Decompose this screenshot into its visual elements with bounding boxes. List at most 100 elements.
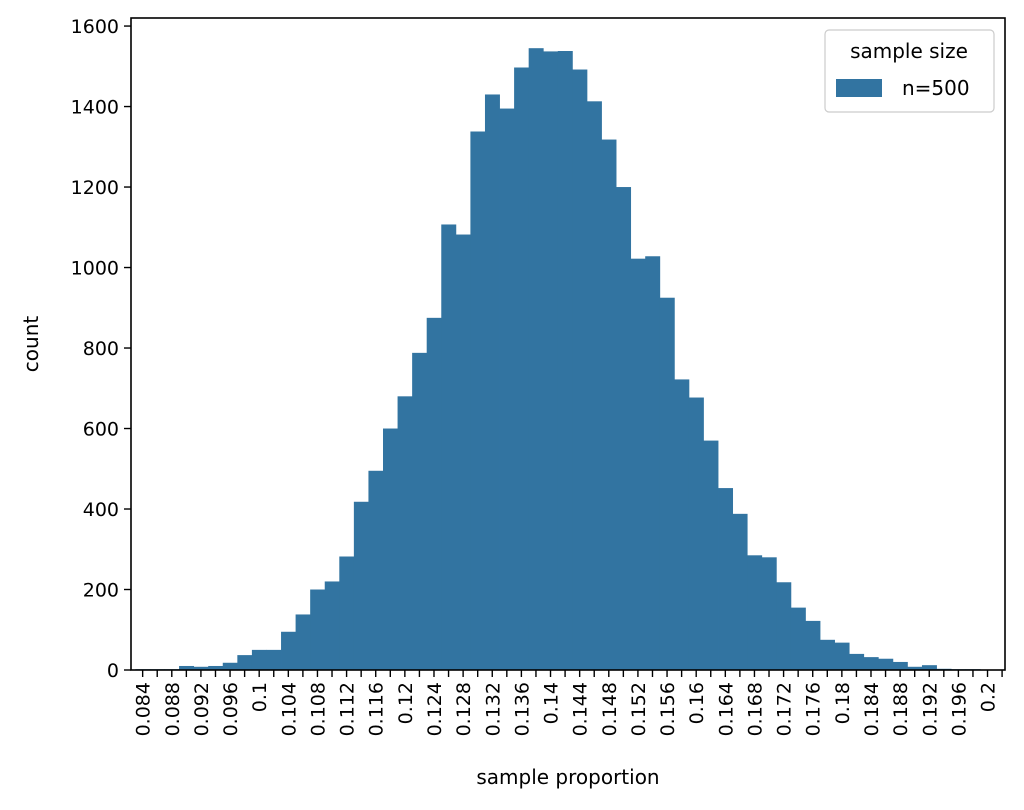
histogram-bar — [339, 556, 355, 670]
x-tick-label: 0.092 — [191, 682, 213, 736]
histogram-bar — [747, 555, 763, 670]
legend-swatch — [836, 79, 882, 97]
x-tick-label: 0.096 — [220, 682, 242, 736]
histogram-bar — [528, 48, 544, 670]
histogram-bar — [397, 396, 413, 670]
x-tick-label: 0.108 — [307, 682, 329, 736]
histogram-bar — [703, 440, 719, 670]
histogram-bar — [412, 352, 428, 670]
histogram-bar — [499, 108, 515, 670]
x-tick-label: 0.148 — [599, 682, 621, 736]
y-tick-label: 400 — [83, 499, 119, 521]
x-tick-label: 0.2 — [978, 682, 1000, 712]
x-axis-ticks: 0.084 0.088 0.092 0.096 0.1 0.104 0.108 0.112 0.… — [133, 670, 1003, 736]
histogram-bar — [878, 658, 894, 670]
histogram-bar — [892, 661, 908, 670]
y-tick-label: 600 — [83, 419, 119, 441]
x-tick-label: 0.168 — [744, 682, 766, 736]
y-tick-label: 800 — [83, 338, 119, 360]
y-tick-label: 1600 — [71, 16, 119, 38]
y-tick-label: 200 — [83, 580, 119, 602]
histogram-bar — [543, 51, 559, 670]
histogram-bar — [732, 513, 748, 670]
x-tick-label: 0.188 — [890, 682, 912, 736]
histogram-bar — [251, 649, 267, 670]
histogram-bar — [484, 94, 500, 671]
x-tick-label: 0.156 — [657, 682, 679, 736]
x-tick-label: 0.184 — [861, 682, 883, 736]
x-tick-label: 0.152 — [628, 682, 650, 736]
histogram-bar — [353, 501, 369, 670]
histogram-bar — [266, 649, 282, 670]
histogram-bar — [572, 69, 588, 670]
histogram-bar — [237, 655, 253, 670]
x-tick-label: 0.12 — [395, 682, 417, 724]
histogram-bar — [907, 666, 923, 670]
x-tick-label: 0.144 — [570, 682, 592, 736]
x-tick-label: 0.18 — [832, 682, 854, 724]
x-tick-label: 0.112 — [337, 682, 359, 736]
histogram-bar — [179, 665, 195, 670]
histogram-bar — [863, 657, 879, 670]
legend-entry-label: n=500 — [902, 76, 970, 100]
histogram-bar — [208, 665, 224, 670]
x-tick-label: 0.124 — [424, 682, 446, 736]
histogram-bar — [441, 224, 457, 670]
histogram-bar — [222, 662, 238, 670]
histogram-bar — [645, 256, 661, 670]
histogram-bar — [426, 317, 442, 670]
histogram-bar — [281, 631, 297, 670]
y-axis-ticks: 0 200 400 600 800 1000 1200 1400 1600 — [71, 16, 131, 682]
legend: sample size n=500 — [824, 29, 995, 113]
histogram-bar — [455, 234, 471, 670]
histogram-bar — [688, 397, 704, 670]
histogram-bar — [616, 187, 632, 671]
histogram-bar — [659, 297, 675, 670]
x-tick-label: 0.14 — [541, 682, 563, 724]
histogram-bar — [368, 470, 384, 670]
histogram-bar — [805, 620, 821, 670]
x-tick-label: 0.132 — [482, 682, 504, 736]
histogram-bar — [718, 488, 734, 670]
y-tick-label: 1200 — [71, 177, 119, 199]
x-tick-label: 0.192 — [919, 682, 941, 736]
histogram-bar — [776, 582, 792, 670]
histogram-bar — [514, 67, 530, 670]
x-tick-label: 0.164 — [715, 682, 737, 736]
histogram-bar — [674, 379, 690, 670]
histogram-bar — [761, 557, 777, 670]
x-tick-label: 0.136 — [511, 682, 533, 736]
histogram-bar — [310, 589, 326, 670]
histogram-bar — [383, 428, 398, 670]
x-tick-label: 0.1 — [249, 682, 271, 712]
histogram-bar — [295, 614, 311, 670]
histogram-bar — [193, 666, 209, 670]
x-tick-label: 0.196 — [948, 682, 970, 736]
histogram-bar — [324, 581, 340, 670]
x-tick-label: 0.128 — [453, 682, 475, 736]
bars-group — [135, 48, 996, 671]
legend-title: sample size — [850, 39, 968, 63]
histogram-bar — [849, 653, 865, 670]
x-tick-label: 0.176 — [803, 682, 825, 736]
y-tick-label: 1000 — [71, 258, 119, 280]
histogram-bar — [820, 639, 835, 670]
y-tick-label: 0 — [107, 660, 119, 682]
x-axis-label: sample proportion — [476, 765, 659, 789]
histogram-bar — [601, 139, 617, 671]
y-tick-label: 1400 — [71, 97, 119, 119]
histogram-bar — [790, 607, 806, 670]
histogram-bar — [586, 101, 602, 670]
x-tick-label: 0.16 — [686, 682, 708, 724]
y-axis-label: count — [19, 316, 43, 373]
x-tick-label: 0.116 — [366, 682, 388, 736]
plot-frame — [130, 17, 1006, 671]
x-tick-label: 0.084 — [133, 682, 155, 736]
x-tick-label: 0.172 — [774, 682, 796, 736]
histogram-bar — [834, 642, 850, 670]
histogram-bar — [921, 665, 937, 670]
x-tick-label: 0.088 — [162, 682, 184, 736]
histogram-bar — [557, 51, 573, 670]
histogram-bar — [630, 258, 646, 670]
